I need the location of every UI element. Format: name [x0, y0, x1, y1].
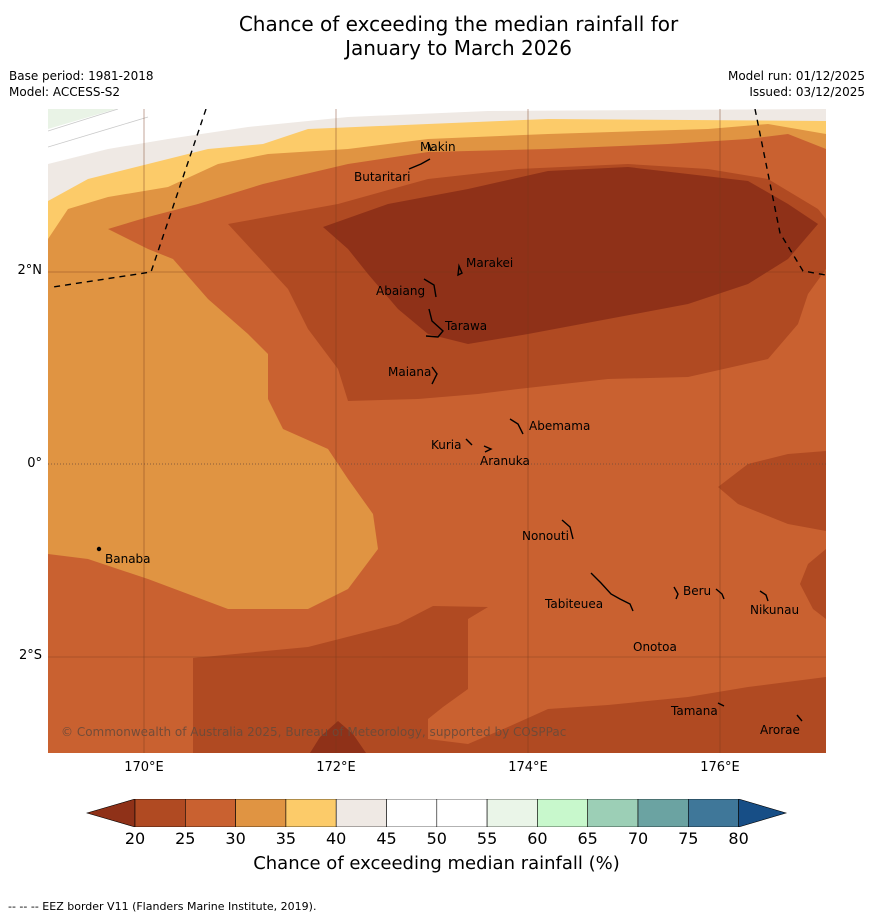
colorbar-tick-label: 30 [225, 829, 246, 848]
model-run: Model run: 01/12/2025 [727, 69, 865, 83]
colorbar-cell [235, 799, 287, 827]
colorbar-cell [386, 799, 438, 827]
colorbar-cell [687, 799, 739, 827]
place-tamana: Tamana [670, 704, 718, 718]
base-period: Base period: 1981-2018 [9, 69, 154, 83]
colorbar-tick-label: 50 [426, 829, 447, 848]
place-marakei: Marakei [466, 256, 513, 270]
band-20-south [310, 721, 366, 753]
band-25-east [718, 451, 826, 531]
colorbar-tick-label: 40 [326, 829, 347, 848]
title-line-1: Chance of exceeding the median rainfall … [238, 12, 679, 36]
colorbar-extend-high [738, 799, 788, 827]
lat-label-2s: 2°S [18, 648, 42, 663]
place-tarawa: Tarawa [444, 319, 487, 333]
colorbar-cell [185, 799, 236, 827]
lon-label-170e: 170°E [124, 760, 164, 775]
meta-left: Base period: 1981-2018 Model: ACCESS-S2 [9, 68, 154, 100]
place-nonouti: Nonouti [522, 529, 569, 543]
eez-note: -- -- -- EEZ border V11 (Flanders Marine… [8, 900, 317, 913]
place-kuria: Kuria [431, 438, 462, 452]
colorbar-tick-label: 60 [527, 829, 548, 848]
colorbar-tick-label: 55 [476, 829, 498, 848]
colorbar-label: Chance of exceeding median rainfall (%) [253, 853, 620, 874]
colorbar-cell [537, 799, 588, 827]
place-labels: Makin Butaritari Marakei Abaiang Tarawa … [105, 140, 800, 737]
place-beru: Beru [683, 584, 711, 598]
model-name: Model: ACCESS-S2 [9, 85, 121, 99]
band-25-east-2 [800, 549, 826, 619]
copyright-notice: © Commonwealth of Australia 2025, Bureau… [61, 725, 566, 739]
band-20 [323, 167, 818, 344]
lon-label-176e: 176°E [700, 760, 740, 775]
place-onotoa: Onotoa [633, 640, 677, 654]
place-arorae: Arorae [760, 723, 800, 737]
issued-date: Issued: 03/12/2025 [749, 85, 865, 99]
colorbar-cell [486, 799, 538, 827]
place-butaritari: Butaritari [354, 170, 411, 184]
meta-right: Model run: 01/12/2025 Issued: 03/12/2025 [728, 68, 865, 100]
place-abaiang: Abaiang [376, 284, 425, 298]
colorbar-cell [436, 799, 488, 827]
colorbar-tick-label: 25 [175, 829, 196, 848]
colorbar-tick-label: 80 [728, 829, 749, 848]
graticule [48, 109, 826, 753]
colorbar-cell [285, 799, 337, 827]
place-abemama: Abemama [529, 419, 590, 433]
colorbar-cell [587, 799, 639, 827]
place-nikunau: Nikunau [750, 603, 799, 617]
island-outlines [96, 143, 803, 722]
place-makin: Makin [420, 140, 456, 154]
colorbar-extend-low [86, 799, 136, 827]
title-line-2: January to March 2026 [345, 36, 572, 60]
colorbar-cell [335, 799, 387, 827]
map-title: Chance of exceeding the median rainfall … [0, 12, 873, 60]
band-25-south [193, 606, 826, 753]
colorbar-cell [134, 799, 186, 827]
lon-label-174e: 174°E [508, 760, 548, 775]
colorbar-tick-label: 75 [678, 829, 699, 848]
place-tabiteuea: Tabiteuea [544, 597, 603, 611]
colorbar [86, 799, 788, 827]
place-banaba: Banaba [105, 552, 151, 566]
colorbar-tick-label: 70 [627, 829, 649, 848]
land-patch-nw [48, 109, 149, 148]
rainfall-map: Makin Butaritari Marakei Abaiang Tarawa … [48, 109, 826, 753]
place-maiana: Maiana [388, 365, 431, 379]
colorbar-tick-label: 20 [124, 829, 146, 848]
lat-label-equator: 0° [27, 456, 42, 471]
colorbar-tick-label: 65 [577, 829, 598, 848]
lon-label-172e: 172°E [316, 760, 356, 775]
colorbar-tick-label: 35 [275, 829, 297, 848]
colorbar-tick-label: 45 [376, 829, 397, 848]
place-aranuka: Aranuka [480, 454, 530, 468]
lat-label-2n: 2°N [17, 263, 43, 278]
colorbar-cell [637, 799, 689, 827]
eez-border [52, 109, 826, 288]
